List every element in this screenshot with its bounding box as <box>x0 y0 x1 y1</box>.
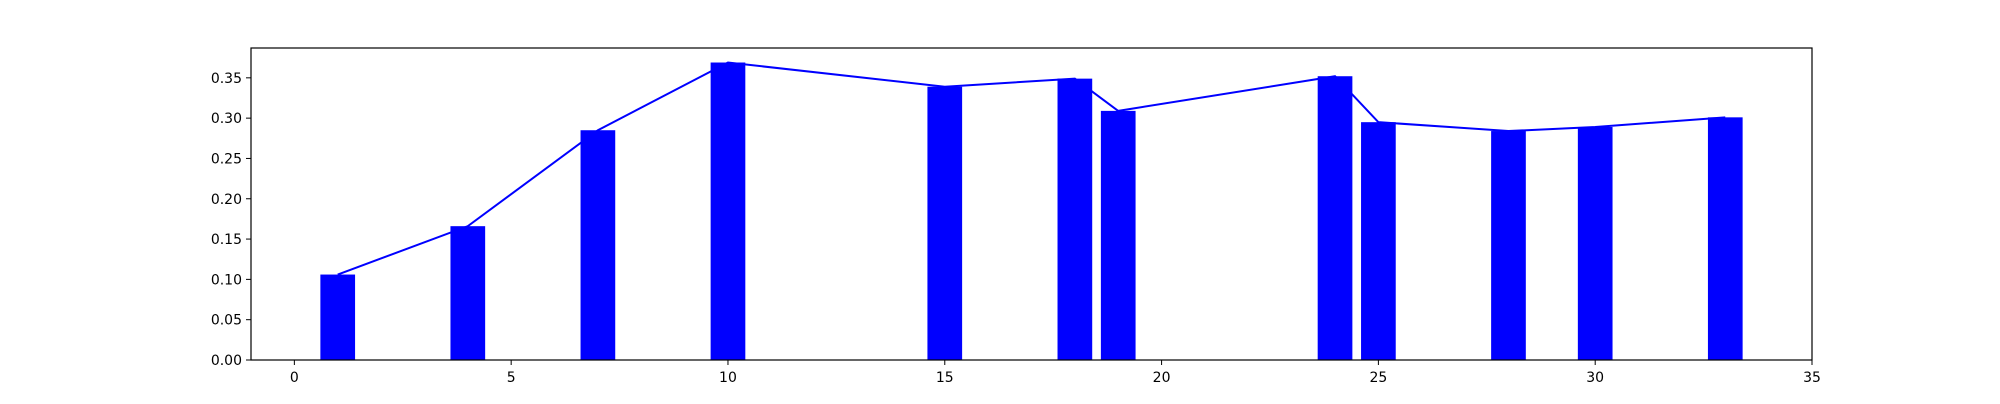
y-tick-label: 0.25 <box>211 151 242 167</box>
bar <box>1361 122 1396 361</box>
x-tick-label: 30 <box>1586 370 1604 386</box>
bar <box>320 274 356 360</box>
bar <box>927 86 963 360</box>
y-tick-label: 0.05 <box>211 313 242 329</box>
bar <box>1577 127 1613 360</box>
x-tick-label: 10 <box>719 370 737 386</box>
x-tick-label: 0 <box>290 370 299 386</box>
bar <box>1057 78 1093 361</box>
bar <box>450 226 486 360</box>
x-tick-label: 20 <box>1153 370 1171 386</box>
y-tick-label: 0.10 <box>211 272 242 288</box>
bars-layer <box>320 62 1743 361</box>
line-layer <box>337 61 1726 276</box>
bar <box>1317 76 1353 361</box>
series-line <box>337 61 1726 276</box>
y-tick-label: 0.00 <box>211 353 242 369</box>
y-tick-label: 0.35 <box>211 71 242 87</box>
x-tick-label: 5 <box>507 370 516 386</box>
bar <box>710 62 746 360</box>
x-tick-label: 15 <box>936 370 954 386</box>
x-tick-label: 35 <box>1803 370 1821 386</box>
bar <box>1707 117 1743 360</box>
axes-layer: 0 5 10 15 20 25 30 35 0.00 0.05 0.10 0.15 0.20 0.25 0.… <box>211 47 1821 386</box>
y-tick-label: 0.15 <box>211 232 242 248</box>
bar <box>1491 131 1526 360</box>
plot-frame <box>250 47 1813 361</box>
x-tick-label: 25 <box>1369 370 1387 386</box>
y-tick-label: 0.20 <box>211 192 242 208</box>
bar <box>1100 110 1136 360</box>
y-tick-label: 0.30 <box>211 111 242 127</box>
bar <box>580 130 616 360</box>
